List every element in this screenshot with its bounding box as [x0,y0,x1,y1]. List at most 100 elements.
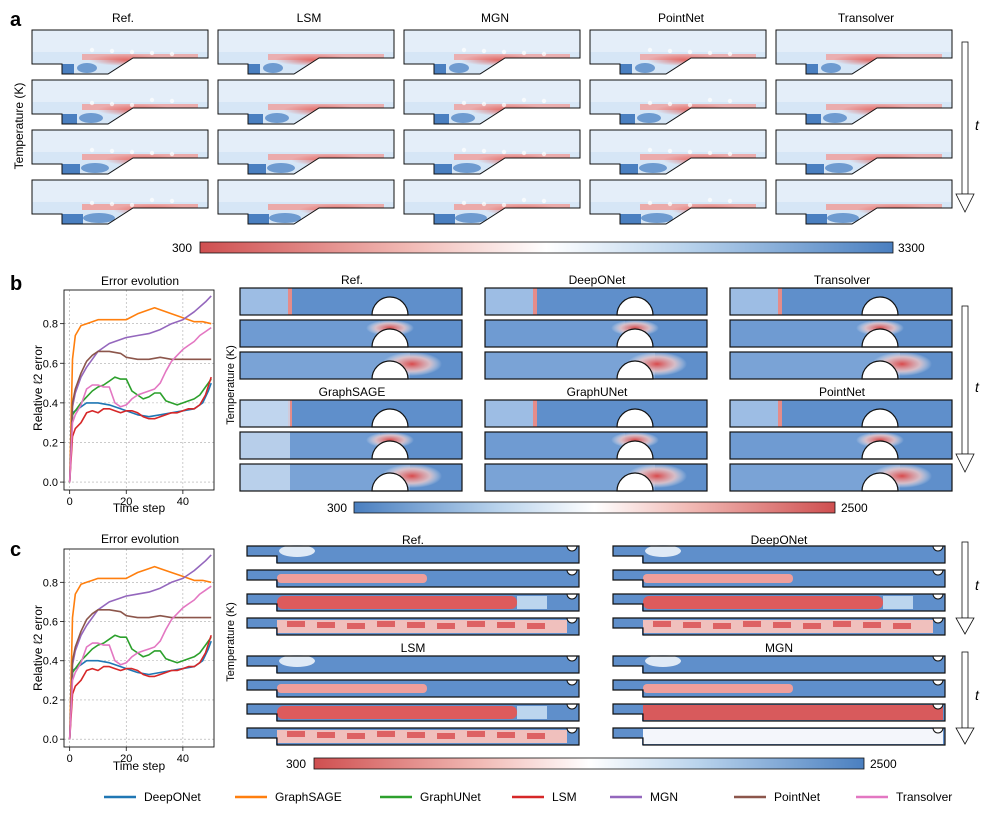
series-line-transolver [68,585,212,740]
panel-c-field-cell [612,617,946,636]
panel-c-field-cell [612,679,946,698]
legend-item: GraphSAGE [235,790,342,804]
panel-b-colorbar: 300 2500 [327,501,868,515]
panel-c-colorbar-max: 2500 [870,757,897,771]
series-line-graphsage [68,565,212,740]
panel-c-time-arrow-2: t [955,651,980,745]
panel-a-time-label: t [975,117,980,133]
panel-c-time-label-2: t [975,687,980,703]
panel-b-colorbar-min: 300 [327,501,347,515]
panel-c-ylabel: Temperature (K) [225,602,237,681]
panel-c-field-cell [246,569,580,588]
panel-c-colorbar-gradient [313,757,865,770]
panel-b-colorbar-max: 2500 [841,501,868,515]
legend-item: DeepONet [104,790,201,804]
panel-a-time-arrow: t [955,41,980,213]
panel-b-field-cell [729,463,953,492]
panel-a-title-pointnet: PointNet [658,11,705,25]
x-tick-label: 40 [177,753,189,765]
panel-a-field-cell [217,129,395,175]
panel-b-field-cell [484,319,708,348]
panel-b-plot-xlabel: Time step [113,501,166,515]
panel-b: b Error evolution Relative ℓ2 error Time… [10,273,980,515]
panel-a-field-cell [403,29,581,75]
panel-b-field-cell [729,399,953,428]
panel-a-colorbar-gradient [199,241,894,254]
panel-c-plot-ylabel: Relative ℓ2 error [31,605,45,691]
x-tick-label: 0 [67,496,73,508]
panel-a-colorbar: 300 3300 [172,241,925,255]
panel-b-colorbar-gradient [353,501,836,514]
x-tick-label: 20 [120,753,132,765]
panel-b-field-cell [239,287,463,316]
panel-a-field-cell [217,79,395,125]
panel-a-title-transolver: Transolver [838,11,894,25]
panel-c-field-cell [612,703,946,722]
panel-b-field-cell [484,351,708,380]
panel-b-field-cell [484,463,708,492]
panel-b-field-cell [239,399,463,428]
panel-a-field-cell [31,29,209,75]
panel-a-method-titles: Ref. LSM MGN PointNet Transolver [112,11,894,25]
legend-item: Transolver [856,790,952,804]
panel-c-field-cell [612,545,946,564]
series-line-graphunet [68,634,212,740]
panel-b-title-graphunet: GraphUNet [567,385,628,399]
panel-a-field-cell [403,129,581,175]
y-tick-label: 0.8 [43,319,58,331]
panel-a-field-cell [31,179,209,225]
panel-a-field-cell [775,79,953,125]
panel-c-method-titles: Ref. DeepONet LSM MGN [401,533,808,655]
panel-c-field-cell [612,655,946,674]
x-tick-label: 40 [177,496,189,508]
panel-a-title-ref: Ref. [112,11,134,25]
plot-frame [63,289,215,491]
panel-c-title-mgn: MGN [765,641,793,655]
panel-a-field-cell [217,29,395,75]
panel-b-field-cell [239,319,463,348]
panel-a-field-cell [403,79,581,125]
legend-label: GraphUNet [420,790,481,804]
panel-b-field-cell [239,351,463,380]
panel-a-letter: a [10,9,22,31]
panel-b-title-graphsage: GraphSAGE [319,385,386,399]
panel-a-colorbar-min: 300 [172,241,192,255]
panel-b-time-arrow: t [955,305,980,473]
panel-b-title-deeponet: DeepONet [569,273,626,287]
panel-a-field-cell [589,79,767,125]
panel-c-letter: c [10,539,21,561]
series-line-pointnet [68,609,212,740]
panel-a-title-mgn: MGN [481,11,509,25]
panel-a-colorbar-max: 3300 [898,241,925,255]
panel-c-field-cell [246,679,580,698]
series-line-graphsage [68,307,212,483]
legend-label: PointNet [774,790,821,804]
panel-b-letter: b [10,273,22,295]
panel-b-ylabel: Temperature (K) [225,345,237,424]
panel-c-field-cell [246,727,580,746]
panel-a-field-cell [775,129,953,175]
panel-c-title-ref: Ref. [402,533,424,547]
series-line-pointnet [68,350,212,483]
panel-b-field-cell [729,287,953,316]
panel-c-title-deeponet: DeepONet [751,533,808,547]
panel-b-field-cell [239,463,463,492]
plot-frame [63,548,215,748]
panel-c: c Error evolution Relative ℓ2 error Time… [10,532,980,773]
y-tick-label: 0.0 [43,734,58,746]
panel-a-field-cell [217,179,395,225]
panel-a-field-cell [775,29,953,75]
panel-c-plot-xlabel: Time step [113,759,166,773]
series-line-lsm [68,635,212,740]
panel-c-field-grid [246,545,946,746]
panel-c-plot-title: Error evolution [101,532,179,546]
panel-c-field-cell [246,593,580,612]
panel-c-field-cell [612,569,946,588]
y-tick-label: 0.2 [43,695,58,707]
panel-a-field-cell [589,29,767,75]
panel-b-method-titles: Ref. DeepONet Transolver GraphSAGE Graph… [319,273,870,399]
panel-b-time-label: t [975,379,980,395]
panel-b-field-cell [484,399,708,428]
panel-c-field-cell [612,593,946,612]
panel-b-title-ref: Ref. [341,273,363,287]
